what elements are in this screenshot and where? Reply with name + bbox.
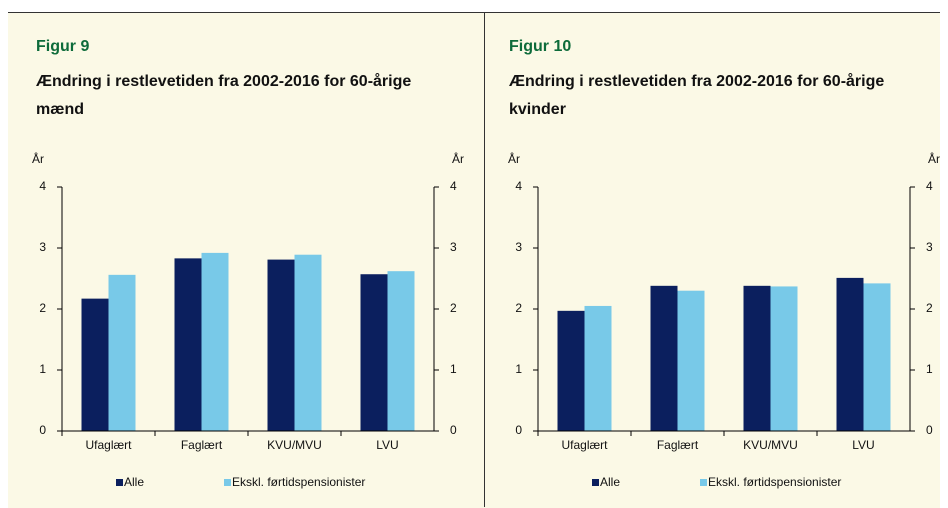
chart-title: Ændring i restlevetiden fra 2002-2016 fo… [36,73,412,118]
y-tick-label: 3 [39,240,46,254]
bar [650,285,678,431]
y-tick-label: 4 [39,179,46,193]
legend-label: Alle [600,475,620,489]
bar [108,274,136,431]
y-tick-label: 0 [39,423,46,437]
x-tick-label: Ufaglært [561,438,608,452]
x-tick-label: LVU [852,438,874,452]
bar [81,298,109,431]
x-tick-label: Ufaglært [85,438,132,452]
bar [557,310,585,431]
x-tick-label: KVU/MVU [267,438,322,452]
bar [836,277,864,431]
bar [294,254,322,431]
bar [743,285,771,431]
y2-tick-label: 2 [450,301,457,315]
legend-swatch [224,479,231,486]
y2-tick-label: 1 [926,362,933,376]
y-tick-label: 2 [39,301,46,315]
figure-label: Figur 9 [36,38,90,55]
bar [387,271,415,431]
y2-tick-label: 3 [926,240,933,254]
y2-tick-label: 4 [926,179,933,193]
chart-title: Ændring i restlevetiden fra 2002-2016 fo… [509,73,885,118]
x-tick-label: Faglært [657,438,699,452]
bar [201,252,229,431]
y-tick-label: 4 [515,179,522,193]
y2-axis-label: År [928,151,940,166]
x-tick-label: LVU [376,438,398,452]
y2-tick-label: 1 [450,362,457,376]
y-tick-label: 2 [515,301,522,315]
legend-label: Ekskl. førtidspensionister [708,475,841,489]
x-tick-label: KVU/MVU [743,438,798,452]
y-tick-label: 1 [515,362,522,376]
x-tick-label: Faglært [181,438,223,452]
bar [677,290,705,431]
legend-label: Alle [124,475,144,489]
bar [267,259,295,431]
y-tick-label: 1 [39,362,46,376]
y2-tick-label: 0 [450,423,457,437]
legend-swatch [700,479,707,486]
y2-axis-label: År [452,151,464,166]
y-tick-label: 3 [515,240,522,254]
bar [770,286,798,431]
legend-swatch [116,479,123,486]
y2-tick-label: 0 [926,423,933,437]
y2-tick-label: 4 [450,179,457,193]
y-axis-label: År [32,151,44,166]
bar [584,305,612,431]
bar [863,283,891,431]
y2-tick-label: 2 [926,301,933,315]
divider [484,12,485,507]
y-tick-label: 0 [515,423,522,437]
y2-tick-label: 3 [450,240,457,254]
legend-swatch [592,479,599,486]
legend-label: Ekskl. førtidspensionister [232,475,365,489]
bar [360,274,388,431]
y-axis-label: År [508,151,520,166]
figure-label: Figur 10 [509,38,572,55]
bar [174,258,202,431]
